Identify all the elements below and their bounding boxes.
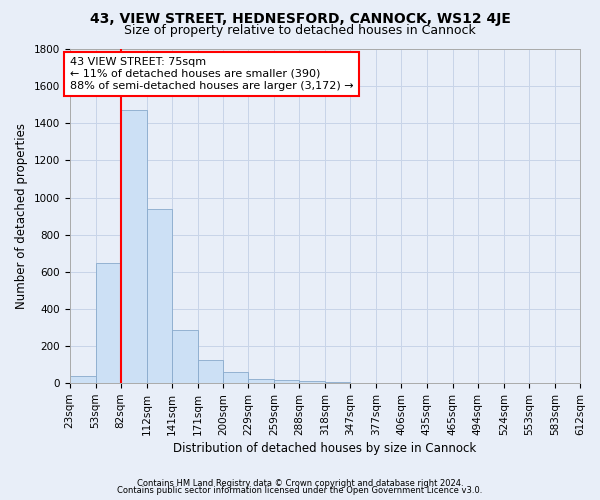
Bar [146,208,172,383]
Text: Contains public sector information licensed under the Open Government Licence v3: Contains public sector information licen… [118,486,482,495]
Text: 43, VIEW STREET, HEDNESFORD, CANNOCK, WS12 4JE: 43, VIEW STREET, HEDNESFORD, CANNOCK, WS… [89,12,511,26]
Bar [299,382,325,383]
Bar [223,372,248,383]
Bar [172,330,198,383]
Bar [325,382,350,383]
Text: Contains HM Land Registry data © Crown copyright and database right 2024.: Contains HM Land Registry data © Crown c… [137,478,463,488]
Bar [70,376,95,383]
Bar [198,360,223,383]
X-axis label: Distribution of detached houses by size in Cannock: Distribution of detached houses by size … [173,442,476,455]
Text: 43 VIEW STREET: 75sqm
← 11% of detached houses are smaller (390)
88% of semi-det: 43 VIEW STREET: 75sqm ← 11% of detached … [70,58,353,90]
Y-axis label: Number of detached properties: Number of detached properties [15,123,28,309]
Bar [95,264,121,383]
Bar [121,110,146,383]
Bar [274,380,299,383]
Bar [248,378,274,383]
Text: Size of property relative to detached houses in Cannock: Size of property relative to detached ho… [124,24,476,37]
